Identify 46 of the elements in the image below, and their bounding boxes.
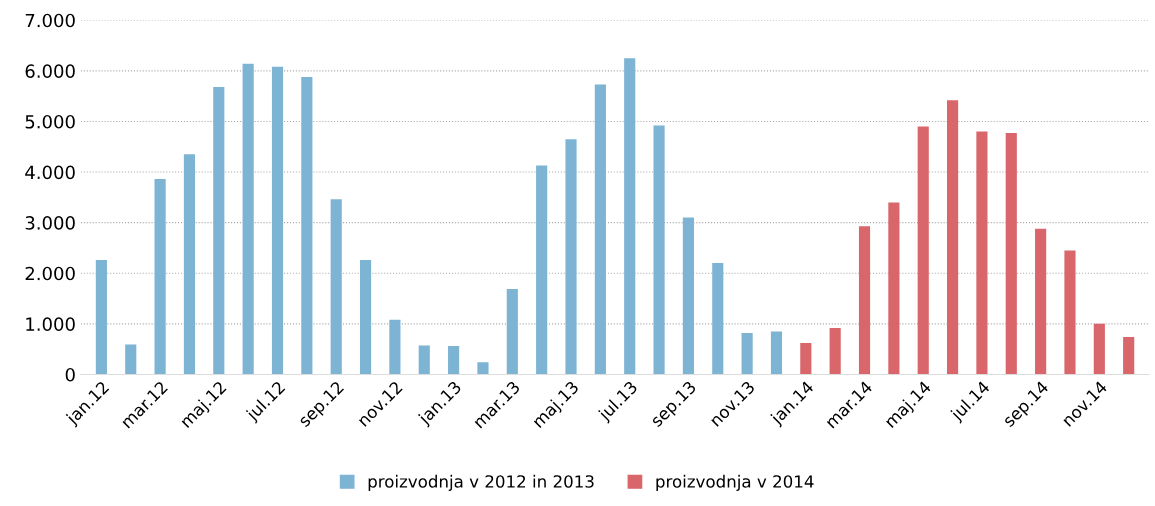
bar: [536, 165, 548, 375]
bar: [271, 66, 284, 375]
y-tick-label: 2.000: [25, 266, 75, 281]
bar: [770, 331, 783, 375]
bar: [477, 362, 489, 375]
bar: [389, 319, 401, 375]
bar: [125, 344, 137, 375]
bar: [242, 63, 254, 375]
bar: [976, 131, 988, 375]
legend-label: proizvodnja v 2014: [656, 474, 814, 491]
bar: [154, 179, 166, 375]
bar: [1005, 133, 1017, 375]
bar: [682, 217, 694, 375]
bar: [917, 126, 929, 375]
bar: [565, 139, 577, 375]
bar: [213, 87, 225, 375]
bar: [359, 260, 372, 375]
bar: [1123, 337, 1135, 375]
y-tick-label: 7.000: [25, 13, 75, 28]
bar: [741, 332, 753, 375]
y-tick-label: 4.000: [25, 165, 75, 180]
bar: [1035, 228, 1047, 375]
bar: [183, 154, 196, 375]
y-tick-label: 0: [65, 367, 75, 382]
y-tick-label: 6.000: [25, 64, 75, 78]
bar: [888, 202, 900, 375]
bar: [506, 288, 518, 375]
bar: [624, 58, 636, 375]
bar: [330, 199, 342, 375]
bar: [301, 76, 313, 375]
bar: [947, 100, 959, 375]
bar: [594, 84, 606, 375]
bar: [1093, 323, 1105, 375]
bar: [829, 327, 841, 375]
legend-label: proizvodnja v 2012 in 2013: [368, 474, 594, 491]
bar: [858, 226, 871, 375]
bar: [95, 260, 107, 375]
bar: [653, 125, 665, 375]
y-tick-label: 3.000: [25, 216, 75, 230]
bar: [712, 263, 724, 375]
bar: [448, 346, 460, 375]
bar: [418, 345, 430, 375]
bar: [800, 343, 812, 375]
y-tick-label: 5.000: [25, 114, 75, 129]
bar: [1064, 250, 1076, 375]
y-tick-label: 1.000: [26, 317, 75, 331]
